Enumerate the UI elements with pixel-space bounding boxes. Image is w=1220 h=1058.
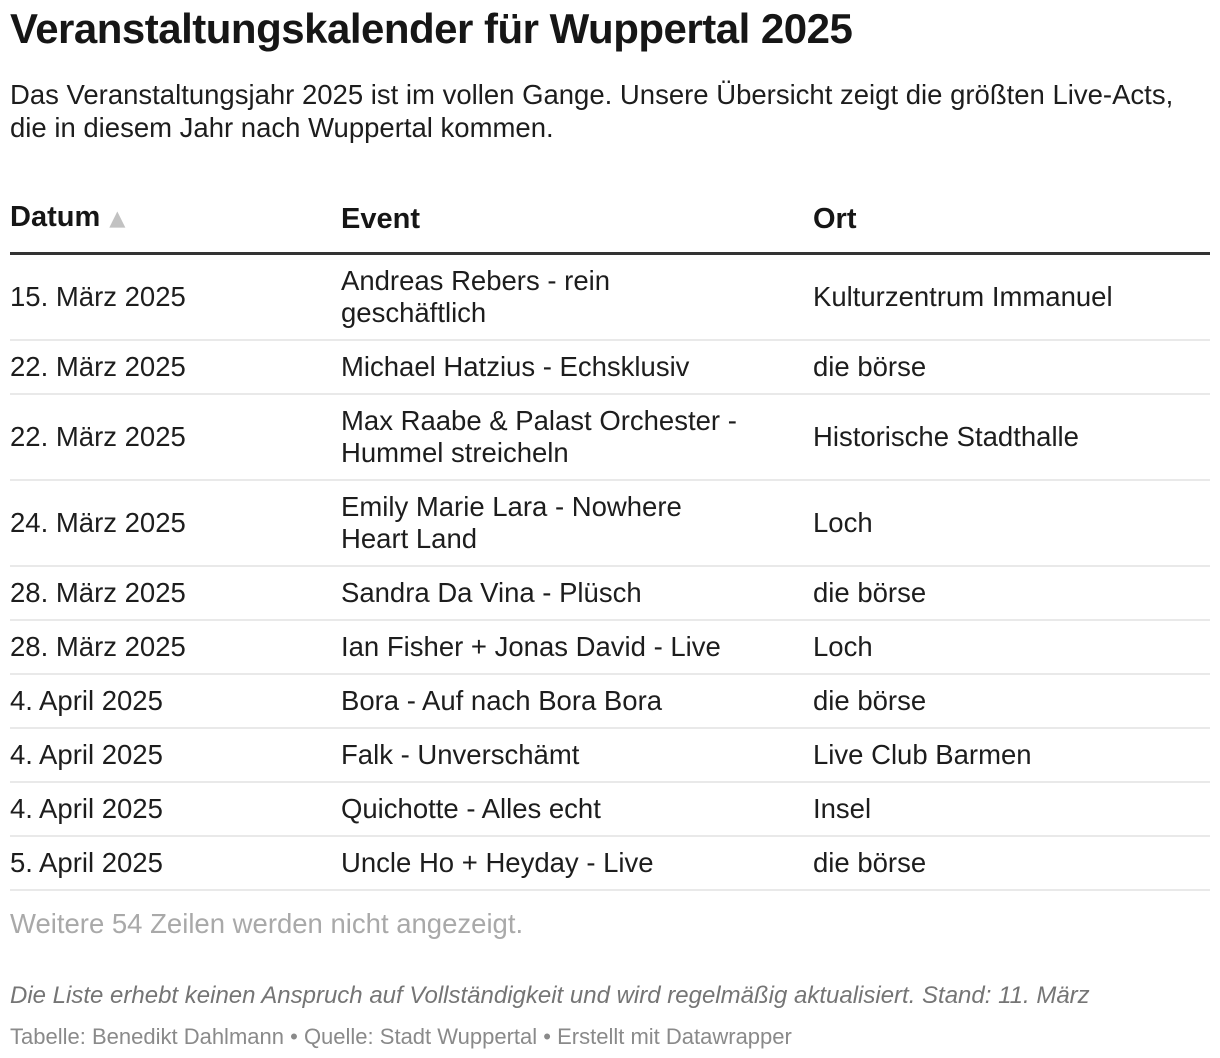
event-text: Falk - Unverschämt [341, 739, 580, 770]
cell-ort: Loch [813, 620, 1210, 675]
attribution-source-link[interactable]: Stadt Wuppertal [379, 1024, 538, 1049]
table-row: 28. März 2025 Sandra Da Vina - Plüsch di… [10, 566, 1210, 621]
cell-datum: 4. April 2025 [10, 674, 341, 729]
cell-datum: 4. April 2025 [10, 728, 341, 783]
cell-datum: 4. April 2025 [10, 782, 341, 837]
table-row: 22. März 2025 Max Raabe & Palast Orchest… [10, 394, 1210, 481]
table-row: 28. März 2025 Ian Fisher + Jonas David -… [10, 620, 1210, 675]
event-text: Bora - Auf nach Bora Bora [341, 685, 663, 716]
event-text: Quichotte - Alles echt [341, 793, 601, 824]
event-text: Andreas Rebers - rein geschäftlich [341, 265, 611, 328]
cell-datum: 24. März 2025 [10, 480, 341, 567]
cell-event: Quichotte - Alles echt [341, 782, 813, 837]
attribution-source-label: Quelle: [303, 1024, 374, 1049]
event-text: Emily Marie Lara - Nowhere Heart Land [341, 491, 682, 554]
cell-ort: Live Club Barmen [813, 728, 1210, 783]
cell-event: Max Raabe & Palast Orchester - Hummel st… [341, 394, 813, 481]
cell-datum: 28. März 2025 [10, 566, 341, 621]
cell-event: Andreas Rebers - rein geschäftlich [341, 253, 813, 341]
event-text: Max Raabe & Palast Orchester - Hummel st… [341, 405, 737, 468]
table-header-row: Datum ▲ Event Ort [10, 200, 1210, 255]
cell-datum: 5. April 2025 [10, 836, 341, 891]
column-header-ort[interactable]: Ort [813, 200, 1210, 255]
table-row: 22. März 2025 Michael Hatzius - Echsklus… [10, 340, 1210, 395]
attribution-table-label: Tabelle: [10, 1024, 86, 1049]
table-row: 24. März 2025 Emily Marie Lara - Nowhere… [10, 480, 1210, 567]
attribution-separator: • [543, 1024, 551, 1049]
cell-ort: Historische Stadthalle [813, 394, 1210, 481]
page-title: Veranstaltungskalender für Wuppertal 202… [10, 5, 853, 52]
cell-event: Uncle Ho + Heyday - Live [341, 836, 813, 891]
column-header-datum-label: Datum [10, 201, 101, 233]
cell-event: Sandra Da Vina - Plüsch [341, 566, 813, 621]
attribution-separator: • [290, 1024, 298, 1049]
cell-ort: die börse [813, 566, 1210, 621]
cell-ort: die börse [813, 340, 1210, 395]
events-table: Datum ▲ Event Ort 15. März 2025 Andreas R… [10, 200, 1210, 891]
cell-event: Emily Marie Lara - Nowhere Heart Land [341, 480, 813, 567]
column-header-datum[interactable]: Datum ▲ [10, 200, 341, 255]
event-text: Michael Hatzius - Echsklusiv [341, 351, 690, 382]
cell-event: Michael Hatzius - Echsklusiv [341, 340, 813, 395]
cell-ort: Insel [813, 782, 1210, 837]
event-text: Uncle Ho + Heyday - Live [341, 847, 654, 878]
attribution-author-link[interactable]: Benedikt Dahlmann [91, 1024, 284, 1049]
table-row: 15. März 2025 Andreas Rebers - rein gesc… [10, 253, 1210, 341]
event-text: Sandra Da Vina - Plüsch [341, 577, 642, 608]
truncation-note: Weitere 54 Zeilen werden nicht angezeigt… [10, 908, 524, 939]
cell-datum: 28. März 2025 [10, 620, 341, 675]
column-header-event-label: Event [341, 203, 420, 235]
cell-event: Falk - Unverschämt [341, 728, 813, 783]
column-header-ort-label: Ort [813, 203, 857, 235]
cell-datum: 15. März 2025 [10, 253, 341, 341]
attribution-datawrapper-link[interactable]: Erstellt mit Datawrapper [557, 1024, 792, 1049]
table-row: 4. April 2025 Bora - Auf nach Bora Bora … [10, 674, 1210, 729]
cell-event: Ian Fisher + Jonas David - Live [341, 620, 813, 675]
table-row: 4. April 2025 Falk - Unverschämt Live Cl… [10, 728, 1210, 783]
event-text: Ian Fisher + Jonas David - Live [341, 631, 721, 662]
cell-ort: die börse [813, 674, 1210, 729]
cell-ort: die börse [813, 836, 1210, 891]
attribution-line: Tabelle: Benedikt Dahlmann • Quelle: Sta… [10, 1023, 1210, 1051]
cell-datum: 22. März 2025 [10, 340, 341, 395]
table-row: 5. April 2025 Uncle Ho + Heyday - Live d… [10, 836, 1210, 891]
table-footnote: Die Liste erhebt keinen Anspruch auf Vol… [10, 982, 1090, 1009]
column-header-event[interactable]: Event [341, 200, 813, 255]
cell-ort: Kulturzentrum Immanuel [813, 253, 1210, 341]
table-row: 4. April 2025 Quichotte - Alles echt Ins… [10, 782, 1210, 837]
sort-ascending-icon: ▲ [109, 206, 126, 230]
page-description: Das Veranstaltungsjahr 2025 ist im volle… [10, 79, 1174, 143]
cell-event: Bora - Auf nach Bora Bora [341, 674, 813, 729]
cell-datum: 22. März 2025 [10, 394, 341, 481]
cell-ort: Loch [813, 480, 1210, 567]
